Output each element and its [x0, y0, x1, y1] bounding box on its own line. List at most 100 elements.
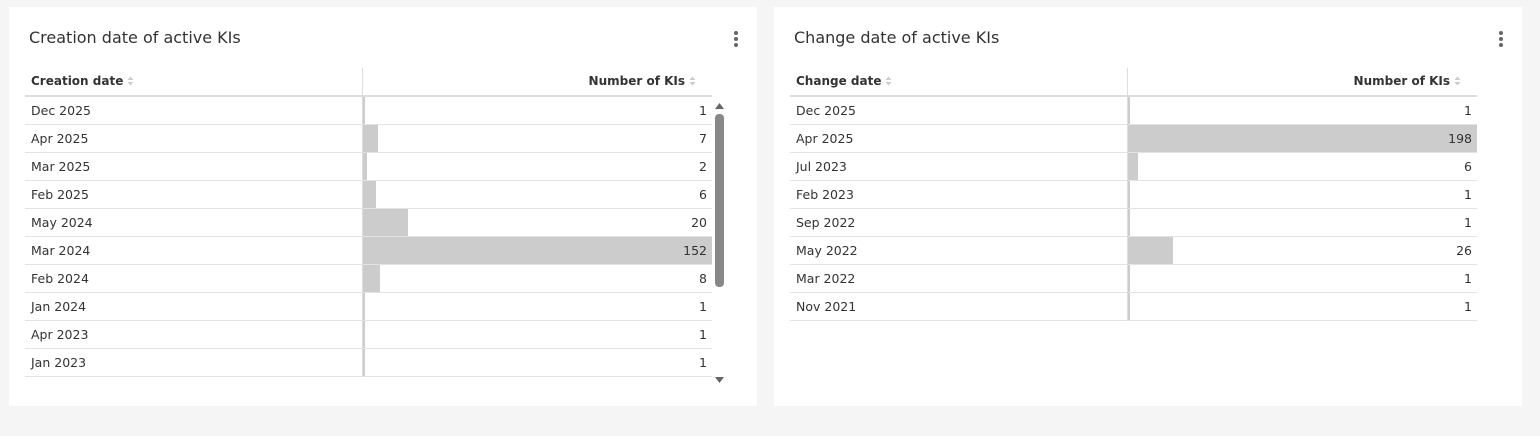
table-row: Feb 2024 8 [25, 265, 712, 293]
value-bar [1127, 125, 1477, 152]
column-label: Number of KIs [1353, 74, 1450, 88]
panel: Creation date of active KIs Creation dat… [9, 7, 757, 406]
table-row: Mar 2025 2 [25, 153, 712, 181]
date-cell: May 2022 [796, 243, 858, 258]
date-cell: Mar 2025 [31, 159, 91, 174]
value-bar [362, 265, 381, 292]
column-separator [362, 293, 363, 321]
table-row: Apr 2025 7 [25, 125, 712, 153]
count-cell: 26 [1456, 243, 1472, 258]
column-header[interactable]: Number of KIs [1354, 74, 1461, 88]
column-label: Number of KIs [588, 74, 685, 88]
column-separator [362, 181, 363, 209]
table-header: Creation date Number of KIs [25, 68, 712, 97]
date-cell: Dec 2025 [31, 103, 91, 118]
value-bar [1127, 265, 1130, 292]
value-bar [1127, 97, 1130, 124]
table-row: Apr 2023 1 [25, 321, 712, 349]
table-row: Feb 2023 1 [790, 181, 1477, 209]
count-cell: 1 [1464, 187, 1472, 202]
data-table: Change date Number of KIs Dec 2025 1 Apr 202… [790, 68, 1477, 321]
count-cell: 2 [699, 159, 707, 174]
value-bar [362, 321, 365, 348]
scrollbar[interactable] [713, 101, 726, 385]
value-bar [1127, 293, 1130, 320]
table-row: Mar 2022 1 [790, 265, 1477, 293]
table-body: Dec 2025 1 Apr 2025 198 Jul 2023 6 Feb 2023 1 Se… [790, 97, 1477, 321]
date-cell: Apr 2023 [31, 327, 89, 342]
column-separator [362, 265, 363, 293]
column-separator [1127, 293, 1128, 321]
date-cell: May 2024 [31, 215, 93, 230]
column-separator [362, 321, 363, 349]
data-table: Creation date Number of KIs Dec 2025 1 Apr 2… [25, 68, 712, 385]
value-bar [362, 293, 365, 320]
value-bar [362, 97, 365, 124]
column-header[interactable]: Change date [796, 74, 892, 88]
column-separator [1127, 153, 1128, 181]
value-bar [1127, 209, 1130, 236]
value-bar [1127, 153, 1138, 180]
table-row: Nov 2021 1 [790, 293, 1477, 321]
count-cell: 1 [1464, 271, 1472, 286]
column-separator [362, 125, 363, 153]
date-cell: Feb 2023 [796, 187, 854, 202]
column-header[interactable]: Number of KIs [589, 74, 696, 88]
table-row: Feb 2025 6 [25, 181, 712, 209]
count-cell: 1 [1464, 103, 1472, 118]
panel: Change date of active KIs Change date Num… [774, 7, 1522, 406]
column-separator [1127, 97, 1128, 125]
count-cell: 6 [699, 187, 707, 202]
count-cell: 1 [1464, 299, 1472, 314]
table-row: Jan 2023 1 [25, 349, 712, 377]
table-row: Mar 2024 152 [25, 237, 712, 265]
date-cell: Apr 2025 [31, 131, 89, 146]
value-bar [1127, 181, 1130, 208]
date-cell: Sep 2022 [796, 215, 856, 230]
count-cell: 1 [699, 103, 707, 118]
column-header[interactable]: Creation date [31, 74, 134, 88]
count-cell: 6 [1464, 159, 1472, 174]
column-separator [362, 237, 363, 265]
table-row: Jul 2023 6 [790, 153, 1477, 181]
column-separator [362, 349, 363, 377]
menu-button[interactable] [733, 30, 739, 48]
date-cell: Dec 2025 [796, 103, 856, 118]
column-label: Creation date [31, 74, 124, 88]
value-bar [362, 209, 409, 236]
column-separator [1127, 237, 1128, 265]
column-separator [362, 97, 363, 125]
date-cell: Feb 2024 [31, 271, 89, 286]
count-cell: 1 [699, 299, 707, 314]
table-row: Apr 2025 198 [790, 125, 1477, 153]
panel-title: Creation date of active KIs [29, 28, 241, 47]
column-separator [1127, 181, 1128, 209]
date-cell: Mar 2024 [31, 243, 91, 258]
value-bar [362, 237, 712, 264]
date-cell: Jul 2023 [796, 159, 847, 174]
column-separator [1127, 265, 1128, 293]
table-body: Dec 2025 1 Apr 2025 7 Mar 2025 2 Feb 2025 6 May … [25, 97, 712, 385]
menu-button[interactable] [1498, 30, 1504, 48]
column-separator [362, 153, 363, 181]
column-label: Change date [796, 74, 882, 88]
column-separator [1127, 209, 1128, 237]
table-row: Jan 2024 1 [25, 293, 712, 321]
date-cell: Jan 2024 [31, 299, 87, 314]
date-cell: Apr 2025 [796, 131, 854, 146]
count-cell: 1 [699, 355, 707, 370]
table-row: May 2024 20 [25, 209, 712, 237]
column-separator [362, 68, 363, 97]
value-bar [362, 181, 376, 208]
table-row: Dec 2025 1 [790, 97, 1477, 125]
column-separator [1127, 125, 1128, 153]
table-row: Dec 2025 1 [25, 97, 712, 125]
value-bar [362, 153, 367, 180]
table-header: Change date Number of KIs [790, 68, 1477, 97]
date-cell: Jan 2023 [31, 355, 87, 370]
panel-title: Change date of active KIs [794, 28, 1000, 47]
date-cell: Nov 2021 [796, 299, 857, 314]
date-cell: Mar 2022 [796, 271, 856, 286]
count-cell: 1 [1464, 215, 1472, 230]
